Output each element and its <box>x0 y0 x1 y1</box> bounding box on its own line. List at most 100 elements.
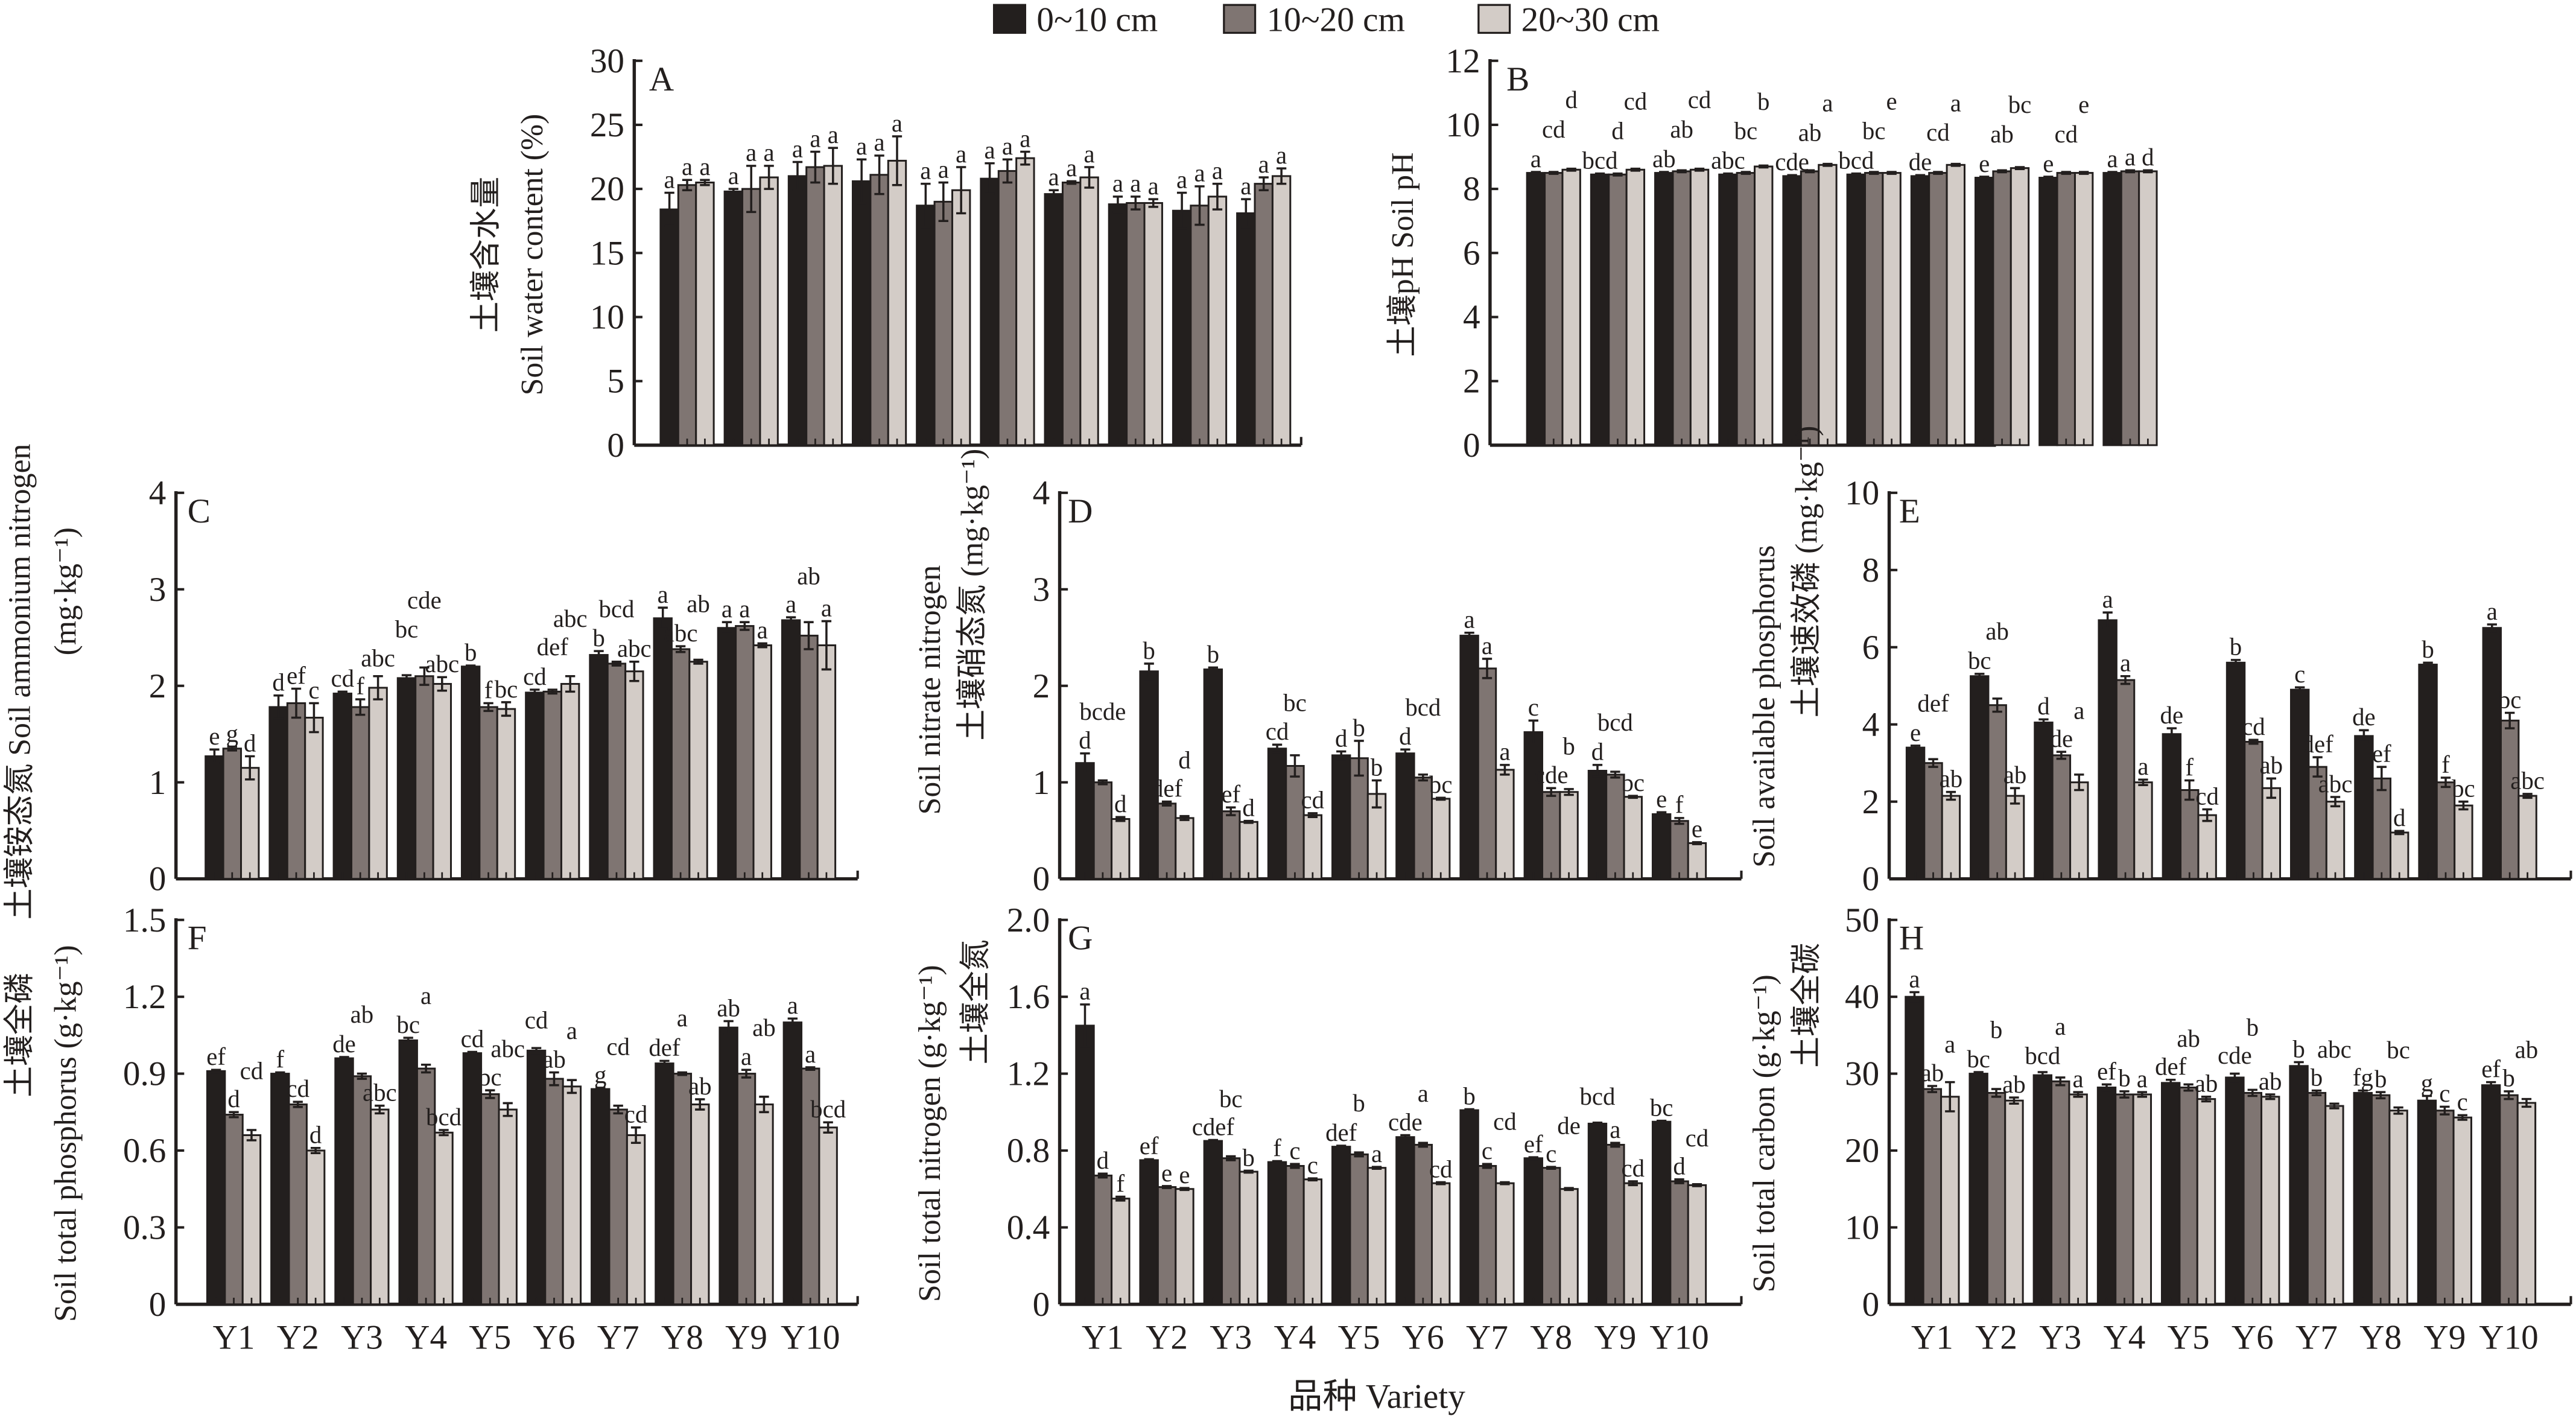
significance-letter: bcde <box>1079 698 1126 725</box>
significance-letter: ab <box>542 1046 566 1073</box>
x-tick-label: Y3 <box>341 1318 383 1356</box>
significance-letter: bcd <box>1405 694 1441 721</box>
bar <box>498 1108 518 1306</box>
significance-letter: b <box>2230 633 2242 661</box>
significance-letter: e <box>209 723 220 750</box>
y-tick-label: 0.9 <box>123 1055 166 1093</box>
x-tick-label: Y8 <box>1530 1318 1572 1356</box>
panel-letter: A <box>649 60 674 98</box>
significance-letter: d <box>244 729 256 757</box>
bar <box>205 755 224 880</box>
significance-letter: d <box>272 669 284 696</box>
y-tick-label: 12 <box>1445 42 1480 80</box>
bar <box>626 1134 646 1306</box>
y-tick-label: 6 <box>1862 629 1880 667</box>
significance-letter: bc <box>1219 1085 1243 1113</box>
significance-letter: a <box>785 591 796 618</box>
bar <box>414 675 434 880</box>
bar <box>1544 172 1564 446</box>
significance-letter: b <box>465 639 477 666</box>
significance-letter: ab <box>351 1001 374 1028</box>
x-tick-label: Y2 <box>277 1318 319 1356</box>
significance-letter: de <box>1909 148 1932 176</box>
significance-letter: d <box>1079 727 1091 754</box>
bar <box>1126 202 1146 446</box>
significance-letter: abc <box>2318 770 2353 798</box>
bar <box>1523 731 1543 880</box>
y-tick-label: 1 <box>1033 764 1050 802</box>
legend-label-0: 0~10 cm <box>1036 1 1158 39</box>
significance-letter: a <box>420 982 431 1009</box>
significance-letter: abc <box>363 1079 397 1106</box>
significance-letter: abc <box>2510 767 2545 795</box>
significance-letter: a <box>1944 1031 1955 1058</box>
x-tick-label: Y9 <box>725 1318 767 1356</box>
significance-letter: bcd <box>1582 147 1618 174</box>
bar <box>2160 1082 2181 1306</box>
significance-letter: bc <box>1968 647 1991 675</box>
bar <box>305 1149 326 1306</box>
panel-F: 0 0.3 0.6 0.9 1.2 1.5 F 土壤全磷 Soil total phosphor… <box>2 901 859 1356</box>
significance-letter: bc <box>1650 1094 1673 1121</box>
significance-letter: d <box>1399 723 1411 750</box>
significance-letter: a <box>984 136 995 164</box>
significance-letter: a <box>1212 157 1223 184</box>
significance-letter: a <box>1418 1080 1429 1107</box>
bar <box>655 1062 674 1306</box>
bar <box>2390 831 2409 880</box>
significance-letter: ab <box>688 1073 712 1100</box>
bar-group-Y10: aa a <box>1236 142 1292 446</box>
x-tick-label: Y6 <box>1402 1318 1444 1356</box>
significance-letter: b <box>2502 1065 2514 1092</box>
significance-letter: b <box>592 624 604 652</box>
legend-swatch-1 <box>1223 4 1257 34</box>
significance-letter: bcd <box>810 1096 846 1123</box>
x-tick-label: Y3 <box>1210 1318 1252 1356</box>
panel-A: 0 5 10 15 20 25 30 A 土壤含水量 Soil water content (%)… <box>469 42 1302 465</box>
significance-letter: bc <box>2452 775 2475 802</box>
bar <box>608 1108 628 1306</box>
significance-letter: a <box>746 139 757 167</box>
significance-letter: a <box>2120 650 2131 677</box>
significance-letter: ab <box>2515 1037 2539 1064</box>
bar <box>1302 1178 1323 1306</box>
significance-letter: a <box>2137 1065 2148 1093</box>
bar-group-Y2: d efc <box>268 662 324 880</box>
bar <box>1156 802 1177 880</box>
bar <box>1523 1157 1543 1306</box>
significance-letter: b <box>1353 1090 1365 1117</box>
bar-group-Y7: gcd cd <box>591 1033 647 1306</box>
significance-letter: f <box>356 673 364 700</box>
significance-letter: ab <box>1652 145 1676 173</box>
bar <box>2517 795 2537 880</box>
bar <box>1331 1146 1351 1306</box>
bar <box>334 1057 354 1306</box>
significance-letter: def <box>2155 1053 2187 1081</box>
y-tick-label: 8 <box>1463 170 1480 208</box>
significance-letter: d <box>1335 725 1347 752</box>
significance-letter: d <box>1673 1153 1685 1180</box>
significance-letter: f <box>1273 1134 1281 1161</box>
bar <box>1236 212 1256 446</box>
bar <box>1782 175 1802 446</box>
significance-letter: cd <box>1542 116 1566 143</box>
bar <box>624 670 644 880</box>
bar <box>270 1073 290 1306</box>
bar <box>752 644 772 880</box>
significance-letter: ef <box>206 1043 226 1070</box>
y-tick-label: 10 <box>1845 1208 1879 1246</box>
bar-group-Y7: c def abc <box>2290 661 2353 880</box>
bar <box>1044 193 1064 446</box>
significance-letter: c <box>2457 1088 2468 1116</box>
y-tick-label: 50 <box>1845 901 1879 939</box>
bar <box>1623 1182 1643 1306</box>
bar <box>1818 164 1838 446</box>
significance-letter: a <box>792 135 803 162</box>
